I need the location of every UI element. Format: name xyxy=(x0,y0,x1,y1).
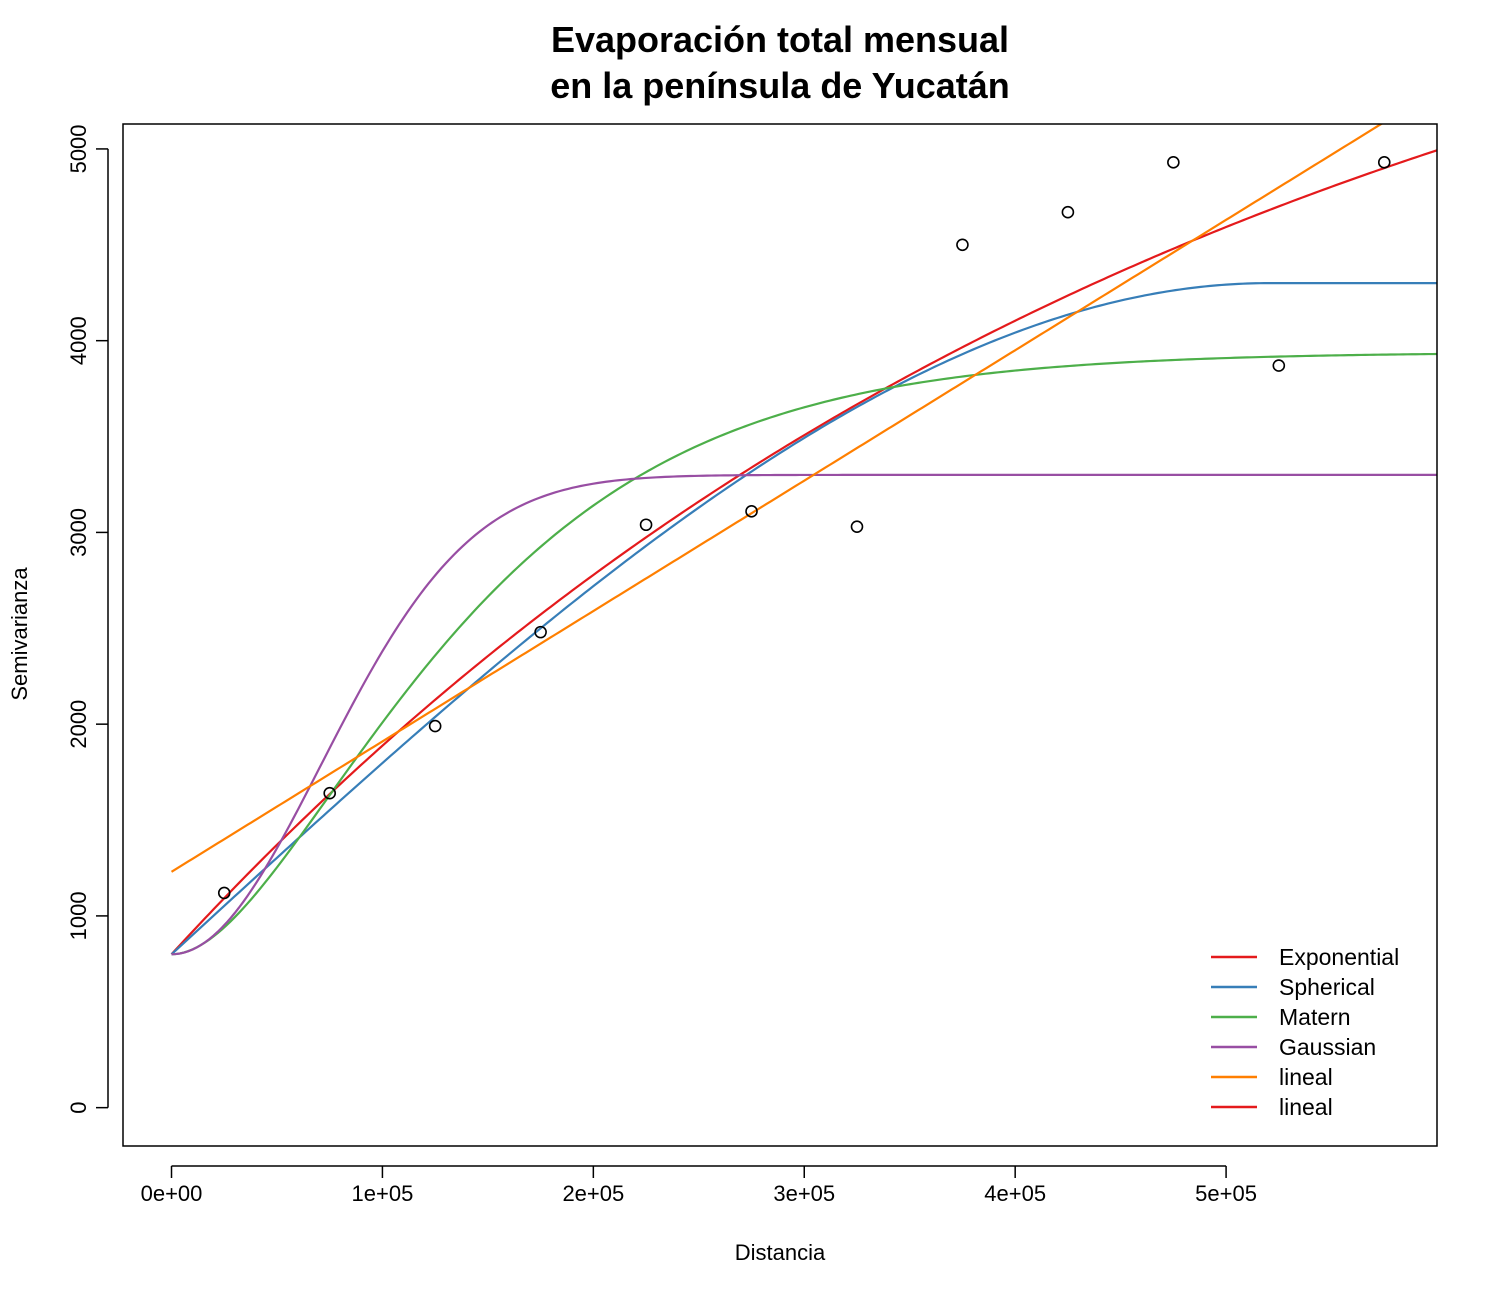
legend-label: Matern xyxy=(1279,1004,1351,1030)
curve-gaussian xyxy=(171,473,1437,956)
data-point xyxy=(639,518,653,532)
legend-label: Spherical xyxy=(1279,974,1375,1000)
chart-title-line-1: Evaporación total mensual xyxy=(551,19,1009,60)
data-point xyxy=(534,625,547,639)
data-point xyxy=(1272,359,1286,372)
y-tick-label: 4000 xyxy=(66,316,91,365)
x-tick-label: 5e+05 xyxy=(1195,1181,1257,1206)
y-tick-label: 1000 xyxy=(66,891,91,940)
curve-exponential xyxy=(170,149,1437,956)
plot-frame xyxy=(122,123,1438,1147)
x-tick-label: 2e+05 xyxy=(562,1181,624,1206)
y-axis-label: Semivarianza xyxy=(7,567,32,701)
data-point xyxy=(745,505,758,518)
y-tick-label: 2000 xyxy=(66,700,91,749)
data-point xyxy=(956,238,969,252)
x-tick-label: 0e+00 xyxy=(141,1181,203,1206)
legend-label: lineal xyxy=(1279,1094,1333,1120)
axes: 0e+00 1e+05 2e+05 3e+05 4e+05 5e+05 0 1000 2000 3… xyxy=(66,124,1257,1206)
data-point xyxy=(323,786,336,800)
curve-spherical xyxy=(170,282,1437,956)
data-point xyxy=(428,719,442,733)
x-tick-label: 1e+05 xyxy=(352,1181,414,1206)
data-point xyxy=(1377,156,1391,169)
chart-title-line-2: en la península de Yucatán xyxy=(550,65,1010,106)
model-curves xyxy=(170,124,1437,956)
x-tick-label: 3e+05 xyxy=(773,1181,835,1206)
legend-label: Exponential xyxy=(1279,944,1399,970)
curve-lineal xyxy=(170,124,1384,873)
data-point xyxy=(1061,205,1075,219)
x-axis-label: Distancia xyxy=(735,1240,826,1265)
y-tick-label: 3000 xyxy=(66,508,91,557)
legend: Exponential Spherical Matern Gaussian lineal… xyxy=(1211,944,1399,1120)
legend-label: lineal xyxy=(1279,1064,1333,1090)
curve-matern xyxy=(171,352,1437,956)
data-point xyxy=(1167,156,1180,169)
y-tick-label: 5000 xyxy=(66,124,91,173)
y-tick-label: 0 xyxy=(66,1102,91,1114)
data-point xyxy=(217,886,231,900)
legend-label: Gaussian xyxy=(1279,1034,1376,1060)
x-tick-label: 4e+05 xyxy=(984,1181,1046,1206)
data-point xyxy=(850,520,864,533)
plot-area xyxy=(170,124,1437,956)
